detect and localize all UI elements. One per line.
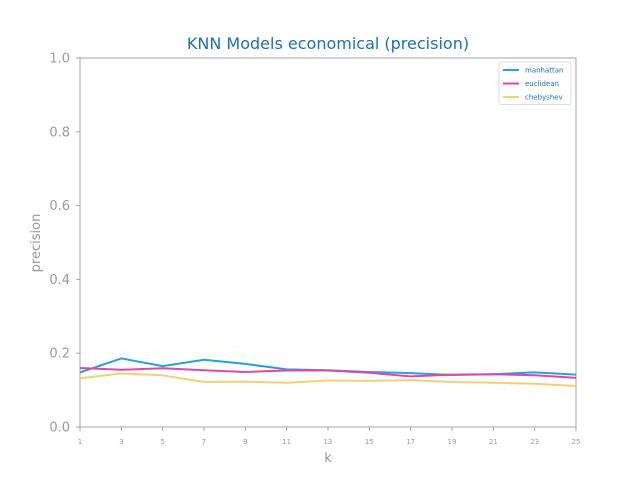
- legend: manhattan euclidean chebyshev: [498, 61, 572, 105]
- series-lines: [79, 357, 577, 387]
- x-tick-label: 13: [324, 438, 333, 446]
- x-tick-label: 23: [530, 438, 539, 446]
- x-tick-label: 19: [448, 438, 457, 446]
- legend-label-euclidean: euclidean: [525, 80, 559, 88]
- y-tick-label: 0.8: [49, 125, 70, 140]
- y-tick-label: 0.0: [49, 421, 70, 436]
- series-line-manhattan: [79, 357, 577, 376]
- x-tick-label: 7: [202, 438, 206, 446]
- legend-label-chebyshev: chebyshev: [525, 94, 563, 102]
- chart-title: KNN Models economical (precision): [187, 34, 469, 53]
- y-tick-label: 0.2: [49, 347, 70, 362]
- legend-label-manhattan: manhattan: [525, 67, 564, 75]
- y-tick-label: 1.0: [49, 52, 70, 67]
- x-tick-label: 11: [282, 438, 291, 446]
- plot-axes: [79, 57, 577, 428]
- y-axis-label: precision: [29, 214, 44, 273]
- x-tick-label: 1: [78, 438, 82, 446]
- x-tick-label: 25: [572, 438, 581, 446]
- legend-box: [498, 61, 572, 105]
- x-tick-label: 15: [365, 438, 374, 446]
- x-tick-label: 3: [119, 438, 123, 446]
- series-line-euclidean: [79, 367, 577, 379]
- x-axis-ticks: 1 3 5 7 9 11 13 15 17 19 21 23 25: [78, 427, 581, 446]
- x-tick-label: 21: [489, 438, 498, 446]
- x-tick-label: 9: [243, 438, 247, 446]
- x-tick-label: 17: [406, 438, 415, 446]
- y-tick-label: 0.4: [49, 273, 70, 288]
- series-line-chebyshev: [79, 372, 577, 387]
- plot-frame: [79, 57, 577, 428]
- y-tick-label: 0.6: [49, 199, 70, 214]
- x-tick-label: 5: [160, 438, 164, 446]
- x-axis-label: k: [324, 451, 332, 466]
- y-axis-ticks: 0.0 0.2 0.4 0.6 0.8 1.0: [49, 52, 80, 436]
